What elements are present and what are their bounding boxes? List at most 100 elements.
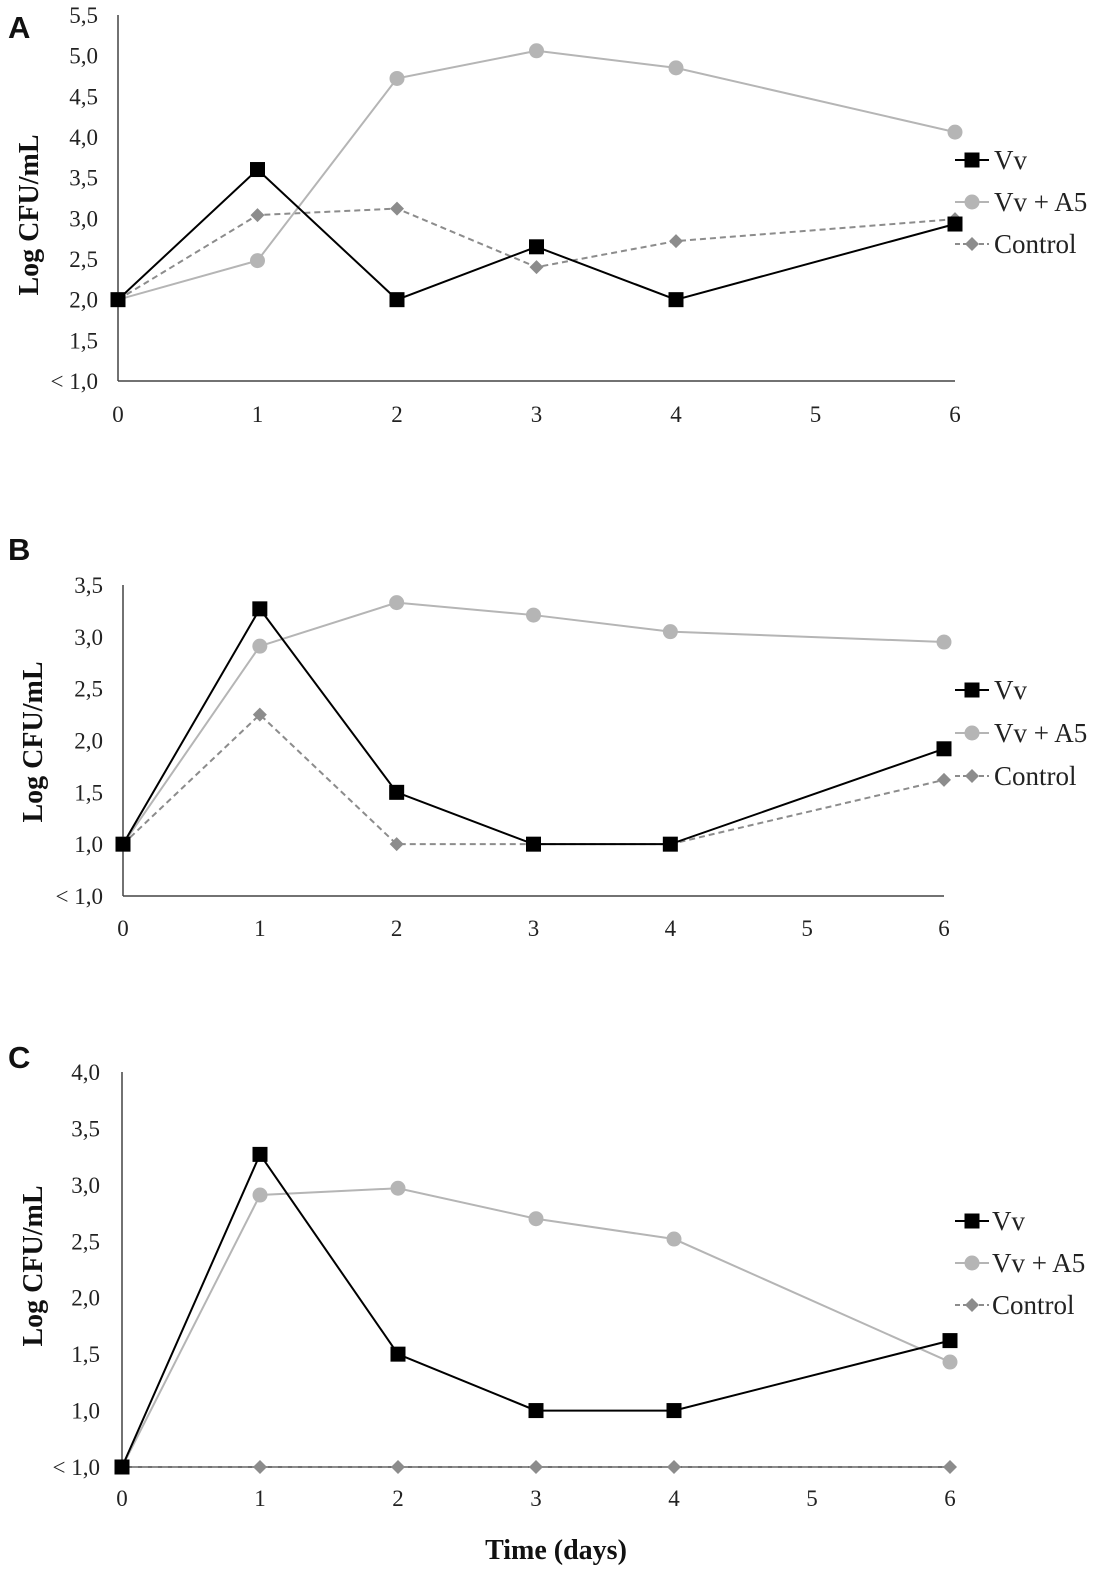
panel-b-x-tick-label: 4 — [665, 916, 677, 941]
panel-c-y-tick-label: 2,0 — [71, 1286, 100, 1311]
panel-b-series-vv-a5 — [115, 595, 952, 852]
panel-a-y-tick-label: 5,0 — [69, 44, 98, 69]
panel-c-y-tick-label: < 1,0 — [53, 1455, 100, 1480]
panel-b-control-point-diamond-marker — [252, 707, 267, 722]
panel-b-vv-a5-line — [122, 601, 945, 845]
panel-a-legend-vv-a5-circle-marker — [964, 194, 980, 210]
panel-a: A < 1,0 1,5 2,0 2,5 3,0 3,5 4,0 4,5 5,0 5,5 0 1 2 3 4 5 6… — [8, 3, 1087, 427]
panel-a-vv-a5-point-circle-marker — [529, 43, 544, 59]
panel-b-vv-a5-point-circle-marker — [389, 595, 405, 611]
panel-a-series-vv — [110, 162, 963, 308]
panel-a-y-tick-label: < 1,0 — [51, 369, 98, 394]
panel-c-y-tick-label: 3,5 — [71, 1116, 100, 1141]
panel-a-vv-a5-point-circle-marker — [250, 253, 265, 269]
panel-c-x-tick-label: 2 — [392, 1486, 404, 1511]
panel-b-x-tick-label: 6 — [938, 916, 950, 941]
panel-b-y-axis-title: Log CFU/mL — [18, 662, 49, 823]
panel-c-x-tick-label: 6 — [944, 1486, 956, 1511]
panel-c-y-tick-label: 3,0 — [71, 1173, 100, 1198]
panel-c-vv-point-square-marker — [528, 1403, 544, 1419]
panel-c-legend-vv-a5-label: Vv + A5 — [992, 1248, 1085, 1278]
panel-b-x-tick-label: 3 — [528, 916, 540, 941]
panel-c-vv-point-square-marker — [390, 1346, 406, 1362]
panel-b-vv-line — [122, 607, 945, 846]
panel-c-vv-point-square-marker — [252, 1146, 268, 1162]
panel-a-vv-a5-point-circle-marker — [389, 70, 405, 86]
panel-c-control-point-diamond-marker — [667, 1460, 681, 1474]
panel-a-x-tick-label: 1 — [252, 402, 264, 427]
panel-a-vv-point-square-marker — [389, 292, 405, 308]
chart-layer: A < 1,0 1,5 2,0 2,5 3,0 3,5 4,0 4,5 5,0 5,5 0 1 2 3 4 5 6… — [8, 3, 1087, 1511]
panel-a-y-tick-label: 1,5 — [69, 328, 98, 353]
panel-b-y-tick-label: 3,5 — [74, 573, 103, 598]
panel-c-vv-point-square-marker — [942, 1333, 958, 1349]
panel-a-y-tick-label: 3,5 — [69, 166, 98, 191]
panel-b-x-tick-label: 0 — [117, 916, 129, 941]
panel-a-vv-a5-point-circle-marker — [947, 124, 963, 140]
panel-a-control-point-diamond-marker — [250, 208, 265, 223]
panel-b-y-tick-label: 1,0 — [74, 832, 103, 857]
panel-a-control-point-diamond-marker — [390, 201, 404, 216]
panel-c-y-tick-label: 2,5 — [71, 1229, 100, 1254]
panel-b-y-tick-label: 2,0 — [74, 729, 103, 754]
x-axis-title: Time (days) — [485, 1535, 627, 1566]
panel-a-x-tick-label: 6 — [949, 402, 961, 427]
panel-b-vv-a5-point-circle-marker — [526, 607, 541, 623]
panel-c-y-axis-title: Log CFU/mL — [18, 1186, 49, 1347]
panel-c-legend-vv-label: Vv — [992, 1206, 1025, 1236]
panel-b-vv-point-square-marker — [662, 836, 678, 852]
panel-b-y-tick-label: 1,5 — [74, 780, 103, 805]
panel-a-control-line — [117, 207, 956, 301]
panel-c-legend-control-label: Control — [992, 1290, 1075, 1320]
panel-a-x-tick-label: 4 — [670, 402, 682, 427]
panel-a-x-tick-label: 0 — [112, 402, 124, 427]
panel-b-x-tick-label: 5 — [801, 916, 813, 941]
panel-c-control-point-diamond-marker — [943, 1460, 957, 1474]
panel-b-letter: B — [8, 532, 30, 567]
panel-b-vv-point-square-marker — [115, 836, 131, 852]
panel-c-vv-a5-point-circle-marker — [528, 1211, 544, 1227]
panel-a-legend: Vv Vv + A5 Control — [955, 145, 1087, 259]
panel-b-legend-vv-a5-circle-marker — [964, 725, 980, 741]
panel-b-series-vv — [115, 601, 952, 852]
panel-c-legend-vv-square-marker — [964, 1213, 980, 1229]
panel-a-vv-line — [117, 168, 956, 301]
panel-c-control-point-diamond-marker — [253, 1460, 267, 1474]
panel-a-y-tick-label: 4,0 — [69, 125, 98, 150]
panel-b-y-tick-label: < 1,0 — [56, 884, 103, 909]
panel-a-control-point-diamond-marker — [669, 234, 683, 249]
panel-c-y-tick-label: 4,0 — [71, 1060, 100, 1085]
panel-b-control-point-diamond-marker — [937, 772, 951, 787]
panel-a-letter: A — [8, 10, 30, 45]
panel-b-vv-point-square-marker — [252, 601, 268, 617]
panel-b-legend-vv-label: Vv — [994, 675, 1027, 705]
panel-a-vv-a5-line — [117, 49, 956, 301]
panel-a-vv-point-square-marker — [529, 239, 544, 255]
panel-a-y-axis-title: Log CFU/mL — [14, 135, 45, 296]
panel-c-y-tick-label: 1,0 — [71, 1399, 100, 1424]
panel-a-legend-control-label: Control — [994, 229, 1077, 259]
panel-c: C < 1,0 1,0 1,5 2,0 2,5 3,0 3,5 4,0 0 1 2 3 4 5 6 Log CF… — [8, 1040, 1085, 1511]
panel-b-legend-vv-a5-label: Vv + A5 — [994, 718, 1087, 748]
panel-c-vv-a5-point-circle-marker — [252, 1187, 268, 1203]
panel-a-vv-point-square-marker — [947, 216, 963, 232]
panel-b-x-tick-label: 2 — [391, 916, 403, 941]
panel-c-control-point-diamond-marker — [529, 1460, 543, 1474]
panel-b-y-tick-label: 3,0 — [74, 625, 103, 650]
panel-a-x-tick-label: 5 — [810, 402, 822, 427]
panel-c-x-tick-label: 5 — [806, 1486, 818, 1511]
panel-b-control-point-diamond-marker — [389, 837, 404, 852]
panel-b-vv-point-square-marker — [389, 784, 405, 800]
panel-a-y-tick-label: 3,0 — [69, 206, 98, 231]
panel-c-vv-a5-point-circle-marker — [666, 1231, 682, 1247]
panel-b-legend-control-diamond-marker — [965, 769, 979, 783]
panel-a-y-tick-label: 4,5 — [69, 84, 98, 109]
panel-a-y-tick-label: 2,0 — [69, 288, 98, 313]
panel-a-y-tick-label: 2,5 — [69, 247, 98, 272]
panel-a-vv-point-square-marker — [668, 292, 684, 308]
panel-c-vv-a5-line — [121, 1187, 951, 1468]
panel-c-x-tick-label: 4 — [668, 1486, 680, 1511]
panel-a-x-tick-label: 2 — [391, 402, 403, 427]
panel-c-legend-vv-a5-circle-marker — [964, 1255, 980, 1271]
panel-b-control-line — [122, 713, 945, 846]
